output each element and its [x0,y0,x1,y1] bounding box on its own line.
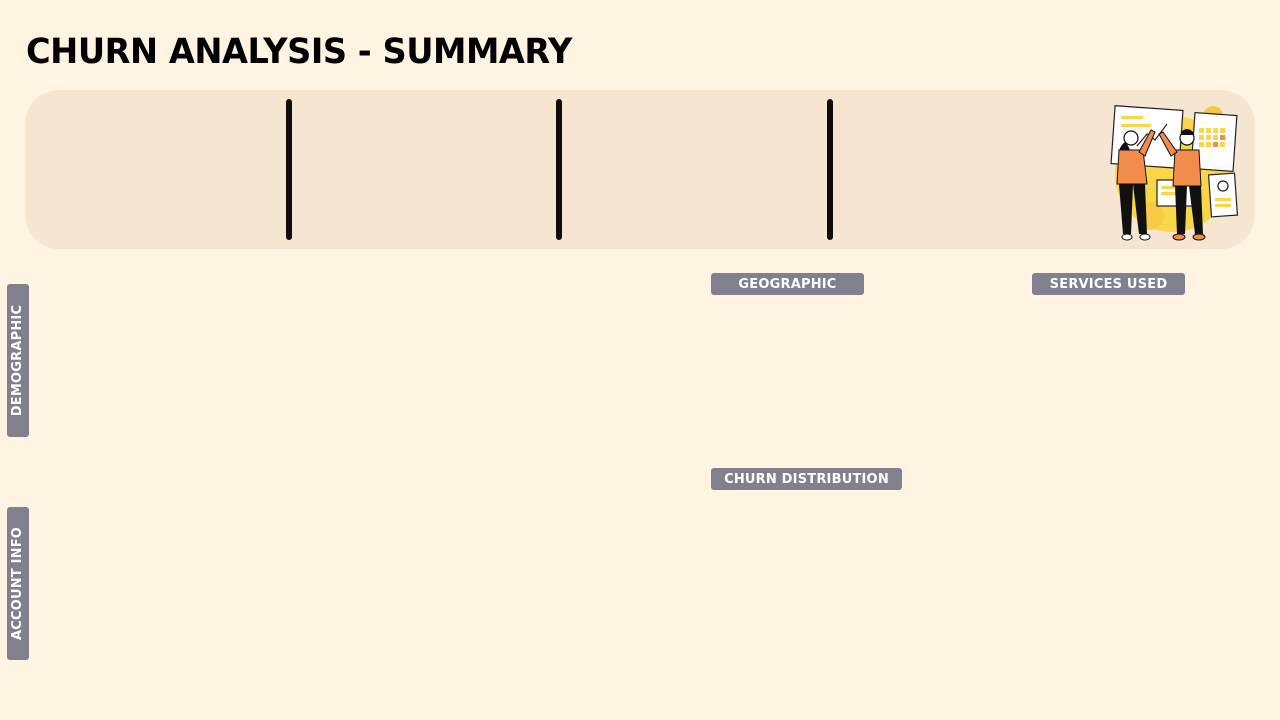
section-label-demographic: DEMOGRAPHIC [7,284,29,437]
kpi-divider [827,99,833,240]
section-label-geographic: GEOGRAPHIC [711,273,864,295]
section-label-text: GEOGRAPHIC [738,276,837,292]
section-label-text: SERVICES USED [1049,276,1168,292]
kpi-divider [286,99,292,240]
section-label-text: ACCOUNT INFO [10,526,26,641]
team-illustration-icon [1110,105,1239,241]
kpi-banner [25,90,1255,249]
section-label-churn-distribution: CHURN DISTRIBUTION [711,468,902,490]
section-label-account-info: ACCOUNT INFO [7,507,29,660]
page-title: CHURN ANALYSIS - SUMMARY [26,32,572,72]
kpi-divider [556,99,562,240]
section-label-services-used: SERVICES USED [1032,273,1185,295]
section-label-text: CHURN DISTRIBUTION [724,471,889,487]
section-label-text: DEMOGRAPHIC [10,304,26,417]
